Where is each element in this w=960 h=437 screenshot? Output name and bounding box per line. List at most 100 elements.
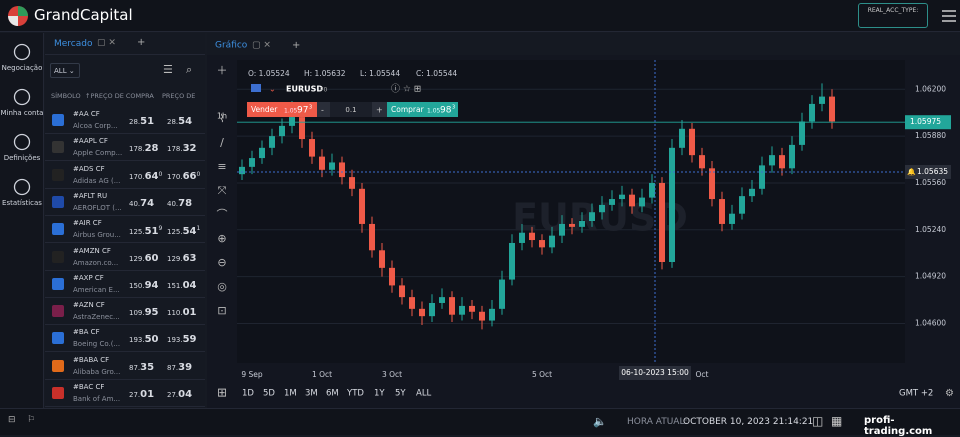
price-value: 178.32: [167, 143, 197, 155]
plus-button[interactable]: [372, 102, 387, 117]
crosshair-time-label: 06-10-2023 15:00: [621, 368, 689, 377]
price-value: 28.51: [129, 116, 155, 127]
candle-body: [299, 117, 305, 140]
sidebar-item[interactable]: Minha conta: [0, 88, 44, 117]
list-button[interactable]: ☰: [163, 63, 173, 76]
timezone[interactable]: GMT +2: [899, 389, 933, 399]
tool-icon[interactable]: ◎: [217, 280, 227, 293]
tool-icon[interactable]: ⌇: [219, 112, 224, 125]
tool-icon[interactable]: ⊕: [217, 232, 226, 245]
range-button[interactable]: 5Y: [395, 389, 406, 399]
market-row[interactable]: #AIR CF Airbus Grou... 125.519 125.541: [45, 216, 205, 244]
symbol: #BA CF: [73, 328, 100, 337]
add-tab[interactable]: +: [137, 37, 146, 48]
candle-body: [339, 162, 345, 178]
candle-body: [659, 182, 665, 262]
market-row[interactable]: #AXP CF American E... 150.94 151.04: [45, 271, 205, 298]
sell-button[interactable]: [247, 102, 317, 117]
range-button[interactable]: 6M: [326, 389, 339, 399]
market-row[interactable]: #BAC CF Bank of Am... 27.01 27.04: [45, 380, 205, 407]
status-icons[interactable]: ⊟ ⚐: [8, 415, 36, 425]
market-row[interactable]: #BA CF Boeing Co.(... 193.50 193.59: [45, 325, 205, 353]
search-button[interactable]: ⌕: [186, 63, 193, 76]
range-button[interactable]: ALL: [416, 389, 432, 399]
range-button[interactable]: 1D: [242, 389, 254, 399]
price: 40.78: [167, 198, 192, 209]
settings-icon[interactable]: ⚙: [945, 388, 954, 399]
candle-body: [409, 297, 415, 309]
tool-icon[interactable]: ⊖: [217, 256, 226, 269]
ohlc-value: H: 1.05632: [304, 69, 346, 78]
market-row[interactable]: #BABA CF Alibaba Gro... 87.35 87.39: [45, 353, 205, 380]
candle-body: [609, 199, 615, 205]
sidebar-label: Minha conta: [0, 109, 44, 117]
range-button[interactable]: 3M: [305, 389, 318, 399]
timeframe[interactable]: 1h: [217, 112, 227, 121]
tool-icon[interactable]: ⤧: [218, 184, 227, 197]
symbol-flag: [251, 84, 261, 92]
sidebar-label: Estatísticas: [2, 199, 42, 207]
crosshair-price-box: [905, 164, 951, 179]
tool-icon[interactable]: ＋: [217, 64, 228, 77]
tool-icon[interactable]: ⊡: [217, 304, 226, 317]
chart-tab[interactable]: Gráfico: [215, 41, 248, 51]
range-button[interactable]: YTD: [346, 389, 364, 399]
menu-button[interactable]: [942, 10, 956, 22]
layout-buttons[interactable]: ◫ ▦: [812, 414, 843, 428]
range-button[interactable]: 5D: [263, 389, 275, 399]
tool-icon[interactable]: ≡: [217, 160, 226, 173]
price-value: 125.54: [167, 225, 197, 237]
sell-label: Vender: [251, 105, 278, 114]
market-row[interactable]: #AMZN CF Amazon.co... 129.60 129.63: [45, 244, 205, 271]
price-fraction: 1: [196, 225, 201, 233]
market-row[interactable]: #ADS CF Adidas AG (... 170.640 170.660: [45, 162, 205, 189]
sidebar-item[interactable]: Estatísticas: [0, 178, 44, 207]
tool-icon[interactable]: ⌒: [217, 208, 228, 221]
price-value: 170.66: [167, 170, 197, 182]
instrument-name: Alibaba Gro...: [73, 367, 121, 376]
amount-box: [330, 102, 372, 117]
account-box[interactable]: REAL_ACC_TYPE:: [858, 3, 928, 28]
minus-button[interactable]: [317, 102, 330, 117]
candle-body: [439, 297, 445, 303]
sidebar-item[interactable]: Definições: [0, 133, 44, 162]
symbol: #AIR CF: [73, 219, 102, 228]
add-tab[interactable]: +: [292, 40, 300, 51]
sidebar-icon: [13, 43, 31, 61]
range-button[interactable]: 1Y: [374, 389, 385, 399]
symbol: #BAC CF: [73, 383, 105, 391]
candle-body: [579, 221, 585, 227]
candle-body: [479, 311, 485, 321]
candle-body: [769, 155, 775, 166]
candle-body: [619, 194, 625, 200]
range-button[interactable]: 1M: [284, 389, 297, 399]
market-tab[interactable]: Mercado: [54, 39, 93, 49]
sound-button[interactable]: 🔈: [593, 415, 607, 428]
ohlc-value: O: 1.05524: [248, 69, 290, 78]
symbol: #ADS CF: [73, 164, 105, 173]
market-row[interactable]: #AZN CF AstraZenec... 109.95 110.01: [45, 298, 205, 326]
candle-body: [639, 197, 645, 207]
instrument-icon: [52, 195, 64, 208]
market-row[interactable]: #AA CF Alcoa Corp... 28.51 28.54: [45, 107, 205, 134]
tool-icon[interactable]: ∕: [220, 136, 224, 149]
grid-icon[interactable]: ⊞: [217, 386, 227, 400]
icon-shape: [13, 43, 31, 61]
candle-body: [599, 204, 605, 213]
symbol: #AAPL CF: [73, 137, 108, 146]
market-row[interactable]: #AAPL CF Apple Comp... 178.28 178.32: [45, 134, 205, 162]
filter-select[interactable]: ALL ⌄: [50, 63, 80, 78]
candle-body: [669, 147, 675, 262]
sidebar-item[interactable]: Negociação: [0, 43, 44, 72]
price-fraction: 0: [196, 170, 201, 178]
instrument-name: Boeing Co.(...: [73, 340, 121, 349]
buy-button[interactable]: [387, 102, 458, 117]
market-row[interactable]: #AFLT RU AEROFLOT (... 40.74 40.78: [45, 189, 205, 216]
sidebar-label: Definições: [3, 154, 41, 162]
price: 125.541: [167, 225, 200, 236]
price: 193.59: [167, 334, 197, 345]
crosshair-time-box: [619, 366, 691, 380]
candle-body: [649, 182, 655, 198]
tab-icons[interactable]: ▢ ✕: [97, 38, 116, 48]
